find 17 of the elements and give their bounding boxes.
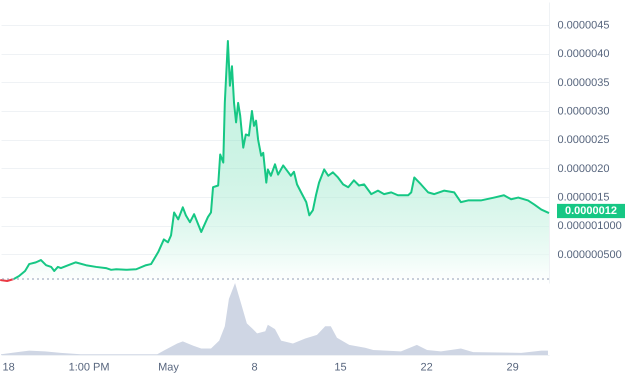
y-tick-label: 0.0000030 [558, 105, 610, 118]
x-tick-label: 15 [334, 362, 347, 374]
y-tick-label: 0.000000500 [558, 248, 622, 261]
y-tick-label: 0.000001000 [558, 220, 622, 232]
x-tick-label: 29 [506, 362, 519, 374]
annotation: 0.0000012 [565, 205, 617, 218]
x-tick-label: May [158, 362, 180, 374]
y-tick-label: 0.0000020 [558, 162, 610, 175]
x-tick-label: 8 [251, 362, 258, 374]
y-tick-label: 0.0000045 [558, 19, 610, 32]
x-tick-label: 1:00 PM [68, 362, 110, 374]
y-tick-label: 0.0000035 [558, 76, 610, 89]
y-tick-label: 0.0000040 [558, 48, 610, 60]
y-tick-label: 0.0000025 [558, 134, 610, 146]
y-tick-label: 0.0000015 [558, 191, 610, 204]
x-tick-label: 22 [420, 362, 433, 374]
x-tick-label: 18 [2, 362, 15, 374]
